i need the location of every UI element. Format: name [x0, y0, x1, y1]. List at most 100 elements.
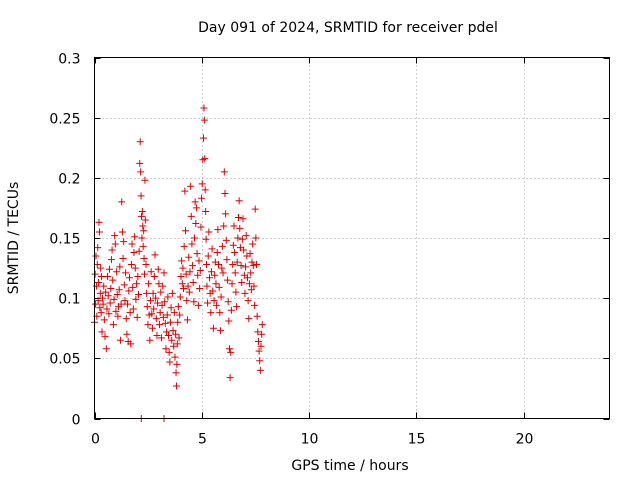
data-point — [98, 328, 106, 336]
data-point — [246, 250, 254, 258]
data-point — [131, 233, 139, 241]
data-point — [157, 334, 165, 342]
data-point — [149, 289, 157, 297]
data-point — [174, 318, 182, 326]
data-point — [234, 214, 242, 222]
data-point — [100, 316, 108, 324]
data-point — [159, 282, 167, 290]
data-point — [204, 252, 212, 260]
axes: 0 5 10 15 20 0 0.05 0.1 0.15 0.2 0.25 0.3 — [49, 52, 610, 448]
data-point — [105, 310, 113, 318]
data-point — [255, 347, 263, 355]
data-point — [148, 310, 156, 318]
data-point — [166, 318, 174, 326]
data-point — [231, 269, 239, 277]
data-point — [155, 280, 163, 288]
y-tick-label: 0.2 — [58, 172, 80, 188]
x-tick-label: 20 — [516, 432, 534, 448]
data-point — [138, 208, 146, 216]
data-point — [118, 198, 126, 206]
data-point — [253, 312, 261, 320]
data-point — [98, 273, 106, 281]
data-point — [133, 280, 141, 288]
data-point — [220, 168, 228, 176]
data-point — [103, 305, 111, 313]
data-point — [192, 204, 200, 212]
data-point — [133, 313, 141, 321]
data-point — [142, 260, 150, 268]
data-point — [143, 289, 151, 297]
data-point — [172, 369, 180, 377]
data-point — [156, 309, 164, 317]
data-point — [122, 315, 130, 323]
data-point — [248, 258, 256, 266]
data-point — [254, 328, 262, 336]
data-point — [187, 182, 195, 190]
data-point — [203, 260, 211, 268]
data-point — [200, 134, 208, 142]
data-point — [94, 244, 102, 252]
data-point — [163, 311, 171, 319]
data-point — [223, 256, 231, 264]
data-point — [154, 299, 162, 307]
data-point — [107, 256, 115, 264]
data-point — [173, 360, 181, 368]
data-point — [174, 303, 182, 311]
data-point — [99, 300, 107, 308]
data-point — [162, 345, 170, 353]
data-point — [225, 345, 233, 353]
data-point — [172, 382, 180, 390]
data-point — [191, 198, 199, 206]
data-point — [179, 264, 187, 272]
data-point — [126, 309, 134, 317]
data-point — [147, 297, 155, 305]
x-tick-label: 0 — [91, 432, 100, 448]
data-point — [97, 264, 105, 272]
data-point — [139, 242, 147, 250]
data-point — [190, 298, 198, 306]
data-point — [183, 297, 191, 305]
data-point — [203, 282, 211, 290]
y-tick-label: 0.1 — [58, 292, 80, 308]
data-point — [170, 342, 178, 350]
data-point — [251, 301, 259, 309]
data-point — [207, 268, 215, 276]
data-point — [222, 236, 230, 244]
data-points — [91, 104, 266, 422]
data-point — [199, 156, 207, 164]
data-point — [153, 331, 161, 339]
data-point — [256, 366, 264, 374]
data-point — [228, 280, 236, 288]
data-point — [106, 299, 114, 307]
data-point — [92, 300, 100, 308]
data-point — [227, 348, 235, 356]
data-point — [212, 280, 220, 288]
data-point — [198, 180, 206, 188]
data-point — [104, 273, 112, 281]
data-point — [104, 292, 112, 300]
data-point — [240, 246, 248, 254]
data-point — [235, 197, 243, 205]
data-point — [252, 234, 260, 242]
data-point — [140, 270, 148, 278]
data-point — [247, 269, 255, 277]
x-tick-label: 5 — [198, 432, 207, 448]
data-point — [137, 212, 145, 220]
data-point — [209, 287, 217, 295]
data-point — [258, 330, 266, 338]
data-point — [158, 301, 166, 309]
data-point — [161, 298, 169, 306]
data-point — [254, 337, 262, 345]
data-point — [137, 192, 145, 200]
data-point — [168, 289, 176, 297]
data-point — [245, 315, 253, 323]
data-point — [200, 104, 208, 112]
data-point — [140, 227, 148, 235]
data-point — [190, 234, 198, 242]
data-point — [144, 321, 152, 329]
data-point — [123, 330, 131, 338]
data-point — [208, 245, 216, 253]
data-point — [169, 327, 177, 335]
data-point — [215, 260, 223, 268]
